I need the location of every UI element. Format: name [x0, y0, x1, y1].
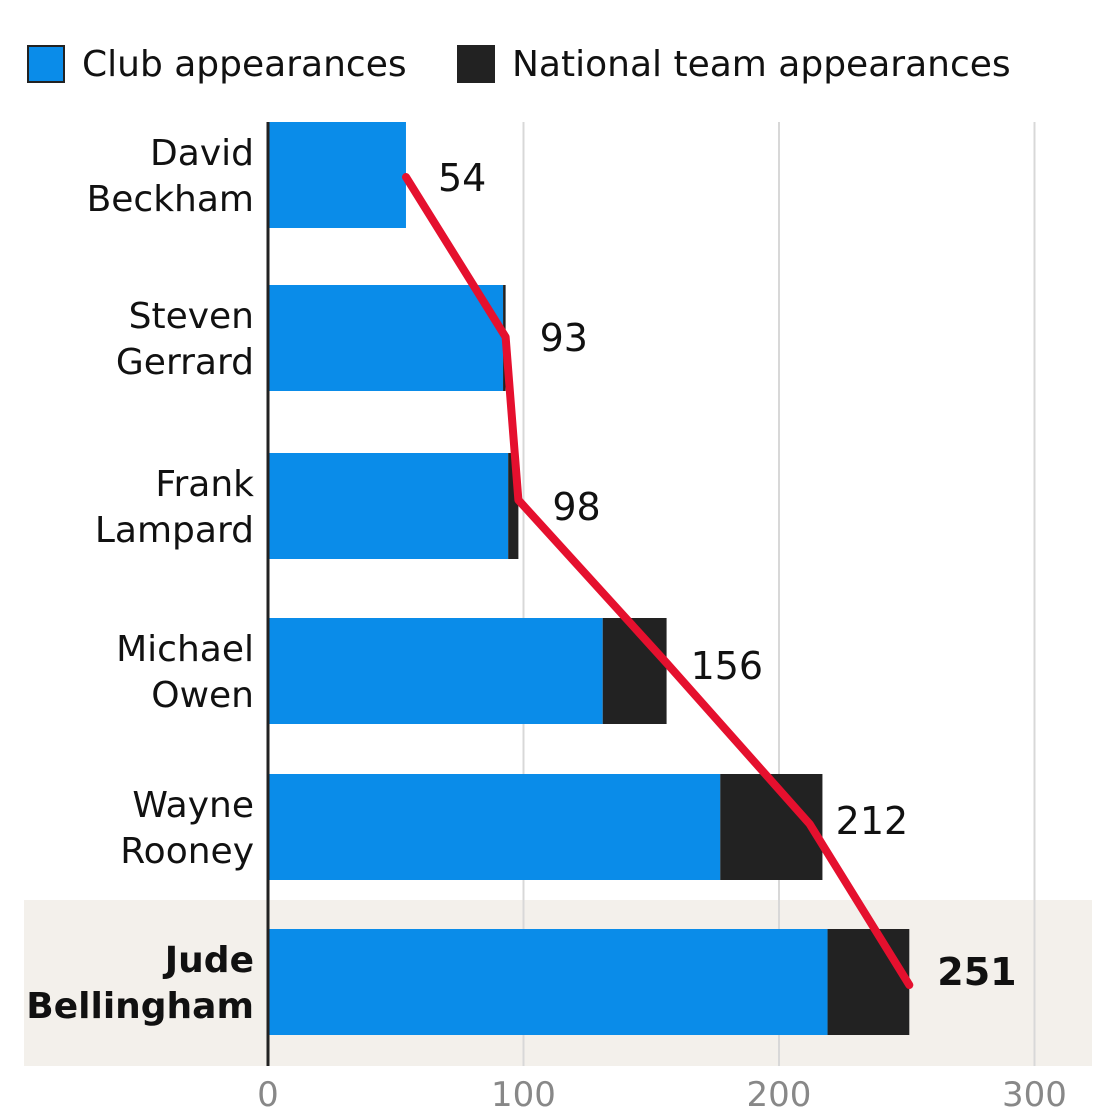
national-bar-6	[827, 929, 910, 1035]
club-bar-1	[268, 122, 406, 228]
category-label-line2-3: Lampard	[95, 510, 254, 551]
legend-label-club: Club appearances	[82, 44, 407, 85]
category-label-line2-2: Gerrard	[116, 342, 254, 383]
total-label-1: 54	[438, 156, 486, 200]
category-label-line2-4: Owen	[151, 675, 254, 716]
x-tick-label-100: 100	[491, 1075, 556, 1115]
total-trend-line	[401, 173, 914, 989]
club-bar-4	[268, 618, 603, 724]
legend-label-national: National team appearances	[512, 44, 1011, 85]
category-label-line1-5: Wayne	[132, 785, 254, 826]
category-label-line1-2: Steven	[129, 296, 254, 337]
x-tick-label-200: 200	[747, 1075, 812, 1115]
club-bar-5	[268, 774, 721, 880]
national-bar-4	[602, 618, 667, 724]
x-tick-label-0: 0	[257, 1075, 279, 1115]
category-label-line2-1: Beckham	[87, 179, 254, 220]
legend-swatch-club	[27, 45, 65, 83]
total-label-6: 251	[937, 950, 1016, 994]
total-label-2: 93	[540, 316, 588, 360]
category-label-line1-4: Michael	[116, 629, 254, 670]
category-label-line2-5: Rooney	[120, 831, 254, 872]
club-bar-3	[268, 453, 509, 559]
total-label-3: 98	[552, 485, 600, 529]
total-label-5: 212	[836, 799, 909, 843]
club-bar-6	[268, 929, 828, 1035]
category-label-line1-3: Frank	[155, 464, 254, 505]
x-tick-label-300: 300	[1002, 1075, 1067, 1115]
national-bar-3	[508, 453, 519, 559]
category-label-line1-1: David	[150, 133, 254, 174]
total-label-4: 156	[691, 644, 764, 688]
category-label-line2-6: Bellingham	[26, 986, 254, 1027]
national-bar-5	[720, 774, 823, 880]
club-bar-2	[268, 285, 504, 391]
category-label-line1-6: Jude	[162, 940, 254, 981]
legend-swatch-national	[457, 45, 495, 83]
